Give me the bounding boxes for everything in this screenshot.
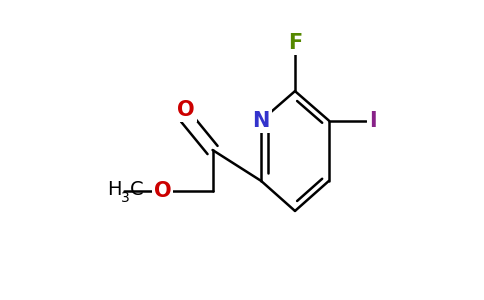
Text: N: N	[253, 111, 270, 130]
Text: O: O	[177, 100, 195, 120]
Text: F: F	[288, 32, 302, 52]
Text: I: I	[369, 111, 377, 130]
Text: 3: 3	[121, 191, 130, 205]
Text: O: O	[154, 181, 171, 201]
Text: C: C	[130, 180, 143, 199]
Text: H: H	[107, 180, 121, 199]
